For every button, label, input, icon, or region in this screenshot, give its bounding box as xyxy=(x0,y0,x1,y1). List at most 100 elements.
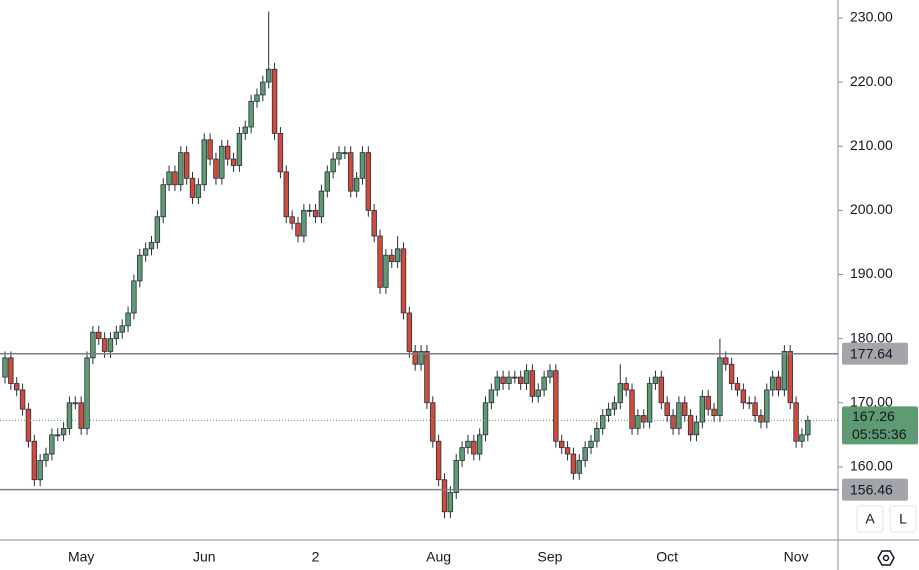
candle-body xyxy=(260,81,266,96)
candle-body xyxy=(764,389,770,423)
candle-body xyxy=(43,453,49,461)
candle-body xyxy=(588,440,594,449)
x-tick-label: Sep xyxy=(538,549,563,565)
candle-body xyxy=(353,177,360,192)
candle-body xyxy=(201,139,207,186)
candle-body xyxy=(600,415,606,429)
scale-button[interactable] xyxy=(889,505,917,533)
candle-body xyxy=(635,415,641,429)
candle-body xyxy=(90,331,96,359)
settings-icon[interactable] xyxy=(877,550,895,566)
candle-body xyxy=(476,434,483,455)
candle-body xyxy=(66,402,73,429)
scale-button[interactable] xyxy=(856,505,884,533)
candle-body xyxy=(594,428,600,442)
candle-body xyxy=(383,254,389,288)
x-tick-label: Nov xyxy=(784,549,809,565)
y-tick-label: 220.00 xyxy=(850,73,893,89)
price-line-label: 156.46 xyxy=(850,481,893,497)
candle-body xyxy=(78,402,84,429)
candle-body xyxy=(324,171,330,192)
candle-body xyxy=(570,453,577,474)
candle-body xyxy=(31,440,37,481)
last-price-label: 167.26 xyxy=(852,408,895,424)
candle-body xyxy=(447,492,454,513)
scale-button-label[interactable]: A xyxy=(865,511,875,527)
candle-body xyxy=(623,383,629,391)
candle-body xyxy=(207,139,213,160)
candle-body xyxy=(254,94,260,102)
candle-body xyxy=(769,376,776,391)
candle-body xyxy=(236,132,243,166)
candle-body xyxy=(488,389,495,404)
x-tick-label: Oct xyxy=(656,549,678,565)
candle-body xyxy=(371,209,377,237)
candle-body xyxy=(494,376,500,391)
settings-dot xyxy=(882,554,890,562)
candle-body xyxy=(242,126,248,134)
candle-body xyxy=(471,440,477,455)
candle-body xyxy=(711,408,717,416)
candle-body xyxy=(336,152,342,160)
candle-body xyxy=(72,402,79,405)
candle-body xyxy=(142,248,149,256)
candle-body xyxy=(8,357,14,384)
candle-body xyxy=(219,145,225,179)
candle-body xyxy=(430,402,436,442)
candle-body xyxy=(365,152,372,211)
candle-body xyxy=(652,376,659,384)
y-tick-label: 160.00 xyxy=(850,458,893,474)
candle-body xyxy=(195,184,202,198)
candle-body xyxy=(453,460,459,493)
candle-body xyxy=(406,312,413,352)
candle-body xyxy=(758,415,764,423)
candle-body xyxy=(113,331,120,340)
candle-body xyxy=(412,351,418,365)
candle-body xyxy=(60,428,67,436)
candle-body xyxy=(312,209,319,218)
candle-body xyxy=(787,351,793,404)
candle-body xyxy=(435,440,442,481)
last-price-tag xyxy=(842,406,918,445)
candle-body xyxy=(611,402,618,410)
candle-body xyxy=(37,460,43,481)
candle-body xyxy=(295,222,301,237)
candle-body xyxy=(482,402,489,436)
candle-body xyxy=(248,100,254,128)
candle-body xyxy=(582,447,588,461)
candle-body xyxy=(564,447,571,455)
candle-body xyxy=(553,370,559,442)
candle-body xyxy=(629,389,635,429)
candle-body xyxy=(131,280,137,314)
price-line-label: 177.64 xyxy=(850,345,893,361)
candle-body xyxy=(25,408,32,442)
candle-body xyxy=(728,363,735,384)
candle-body xyxy=(775,376,782,391)
candle-body xyxy=(682,402,688,416)
candle-body xyxy=(377,235,383,288)
candle-body xyxy=(307,209,313,212)
y-tick-label: 230.00 xyxy=(850,9,893,25)
candle-body xyxy=(101,338,108,352)
candle-body xyxy=(670,415,676,429)
candle-body xyxy=(348,152,354,192)
candle-body xyxy=(49,434,55,455)
candle-body xyxy=(576,460,582,474)
candle-body xyxy=(96,331,102,340)
candle-body xyxy=(19,389,26,410)
candle-body xyxy=(658,376,665,404)
candle-body xyxy=(506,376,512,384)
candle-body xyxy=(172,171,178,186)
y-tick-label: 210.00 xyxy=(850,137,893,153)
candle-body xyxy=(752,402,758,416)
candle-body xyxy=(641,415,647,423)
candle-body xyxy=(166,171,172,186)
candle-body xyxy=(541,376,547,391)
candle-body xyxy=(342,152,348,155)
overlay: 160.00 170.00 180.00 190.00 200.00 210.00 220.… xyxy=(0,9,918,565)
candle-body xyxy=(189,177,196,198)
candle-body xyxy=(676,402,682,429)
candle-body xyxy=(746,402,752,405)
scale-button-label[interactable]: L xyxy=(899,511,907,527)
